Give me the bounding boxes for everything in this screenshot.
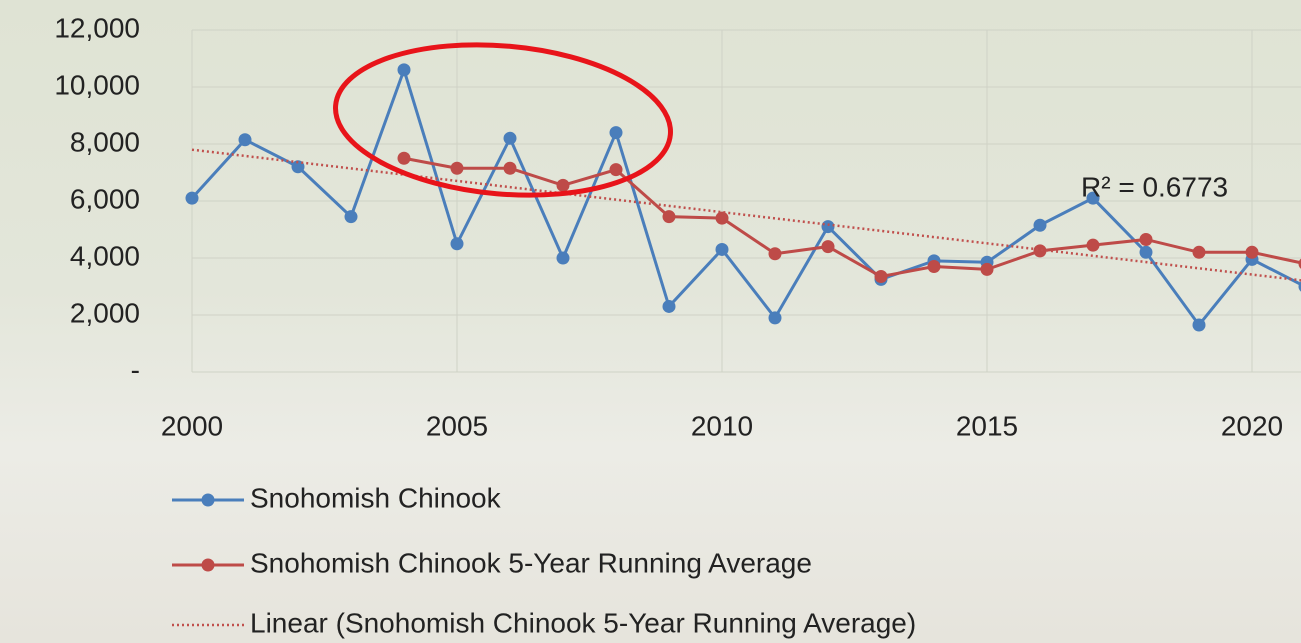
- y-tick-label: 8,000: [70, 126, 140, 157]
- data-point: [609, 163, 623, 177]
- data-point: [1298, 258, 1301, 269]
- y-tick-label: -: [131, 354, 140, 385]
- legend-label: Snohomish Chinook: [250, 482, 502, 513]
- y-tick-label: 10,000: [54, 69, 140, 100]
- y-tick-label: 6,000: [70, 183, 140, 214]
- data-point: [1033, 218, 1047, 232]
- legend-marker: [201, 558, 215, 572]
- x-tick-label: 2020: [1221, 410, 1283, 441]
- data-point: [503, 131, 517, 145]
- data-point: [1245, 245, 1259, 259]
- r-squared-label: R² = 0.6773: [1081, 171, 1228, 202]
- data-point: [1192, 318, 1206, 332]
- data-point: [980, 262, 994, 276]
- data-point: [238, 133, 252, 147]
- x-tick-label: 2010: [691, 410, 753, 441]
- data-point: [1192, 245, 1206, 259]
- data-point: [927, 260, 941, 274]
- data-point: [185, 191, 199, 205]
- data-point: [1298, 281, 1301, 292]
- data-point: [1139, 245, 1153, 259]
- legend-marker: [201, 493, 215, 507]
- series-line: [190, 65, 1301, 328]
- x-tick-label: 2000: [161, 410, 223, 441]
- data-point: [768, 247, 782, 261]
- data-point: [609, 126, 623, 140]
- data-point: [397, 63, 411, 77]
- legend-label: Linear (Snohomish Chinook 5-Year Running…: [250, 607, 916, 638]
- data-point: [662, 299, 676, 313]
- trend-line: [191, 148, 1301, 282]
- data-point: [556, 178, 570, 192]
- data-point: [450, 237, 464, 251]
- data-point: [874, 270, 888, 284]
- data-point: [715, 242, 729, 256]
- data-point: [450, 161, 464, 175]
- data-point: [768, 311, 782, 325]
- data-point: [344, 210, 358, 224]
- data-point: [1139, 232, 1153, 246]
- data-point: [821, 220, 835, 234]
- y-tick-label: 4,000: [70, 240, 140, 271]
- y-tick-label: 2,000: [70, 297, 140, 328]
- data-point: [1086, 191, 1100, 205]
- series-line: [403, 156, 1301, 279]
- data-point: [821, 240, 835, 254]
- data-point: [556, 251, 570, 265]
- legend-label: Snohomish Chinook 5-Year Running Average: [250, 547, 812, 578]
- data-point: [1033, 244, 1047, 258]
- data-point: [397, 151, 411, 165]
- x-tick-label: 2005: [426, 410, 488, 441]
- data-point: [662, 210, 676, 224]
- data-point: [715, 211, 729, 225]
- x-tick-label: 2015: [956, 410, 1018, 441]
- y-tick-label: 12,000: [54, 12, 140, 43]
- highlight-ellipse: [333, 42, 673, 198]
- plot-area: - 2,000 4,000 6,000 8,000 10,000 12,000 2000 200…: [54, 12, 1301, 638]
- data-point: [503, 161, 517, 175]
- data-point: [1086, 238, 1100, 252]
